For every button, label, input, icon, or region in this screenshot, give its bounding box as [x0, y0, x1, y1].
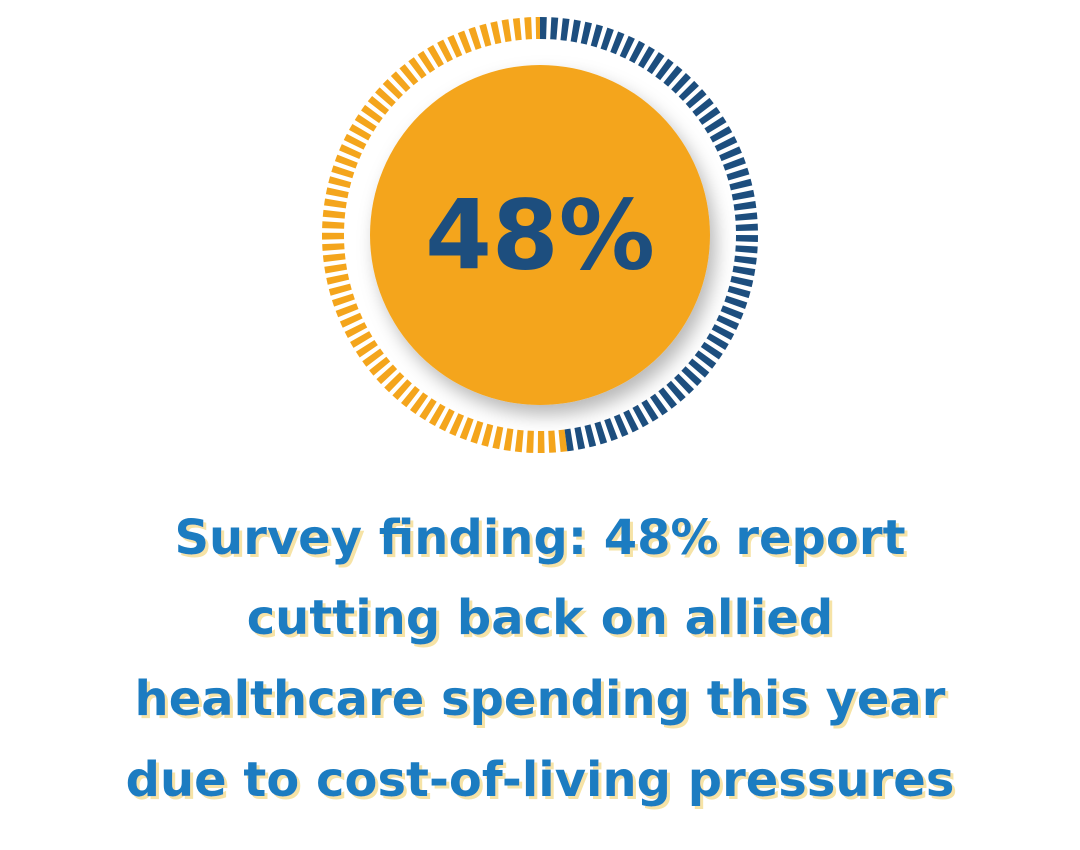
gauge-rest	[322, 17, 568, 453]
gauge-ring	[322, 17, 758, 453]
caption-line: due to cost-of-living pressures	[126, 752, 955, 808]
caption-line: Survey finding: 48% report	[174, 510, 905, 566]
caption: Survey finding: 48% report cutting back o…	[126, 510, 955, 808]
caption-line: cutting back on allied	[247, 590, 834, 646]
center-disc	[370, 65, 710, 405]
value-label: 48%	[425, 179, 655, 291]
caption-line: healthcare spending this year	[135, 671, 946, 727]
